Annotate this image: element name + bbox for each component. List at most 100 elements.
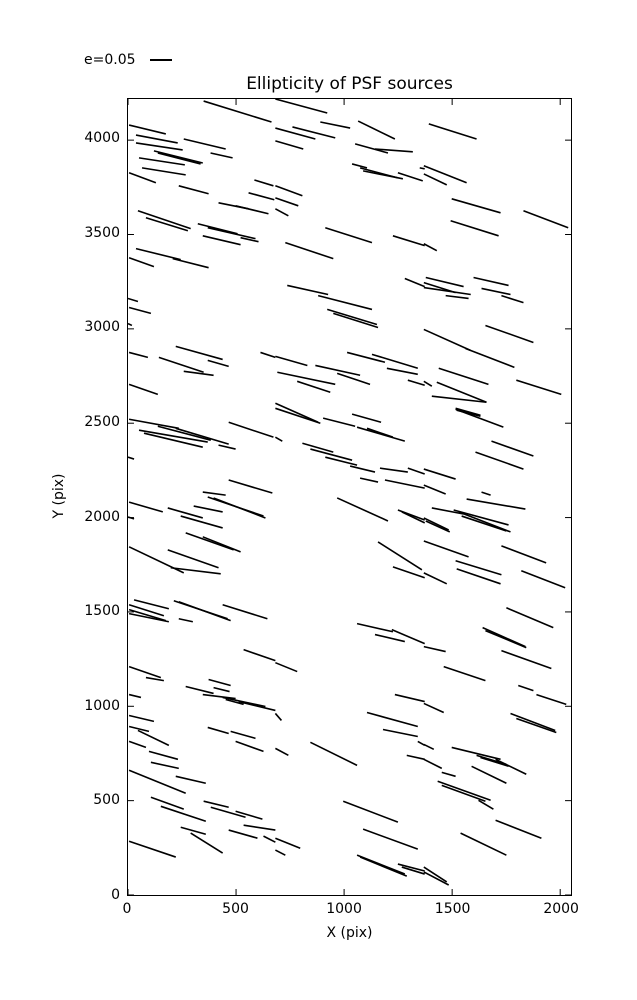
whisker-segment [144,433,203,447]
whisker-segment [383,729,418,736]
whisker-segment [461,833,507,855]
whisker-segment [236,741,264,751]
x-tick-label: 2000 [543,901,579,917]
whisker-segment [173,259,209,268]
whisker-segment [395,695,425,702]
whisker-segment [355,144,388,153]
whisker-segment [424,244,437,251]
whisker-segment [405,278,425,286]
whisker-segment [420,168,425,169]
whisker-segment [472,766,507,783]
x-tick-label: 1000 [326,901,362,917]
whisker-segment [347,352,385,362]
whisker-segment [501,296,523,303]
whisker-segment [523,211,568,228]
whisker-segment [387,368,418,374]
whisker-segment [229,422,274,437]
whisker-segment [142,168,186,175]
whisker-segment [480,757,508,766]
y-tick-label: 1500 [84,603,120,620]
whisker-segment [367,713,418,727]
whisker-segment [277,372,335,384]
whisker-segment [151,762,179,768]
whisker-segment [203,537,241,552]
whisker-segment [159,357,204,372]
whisker-segment [176,346,223,359]
whisker-segment [129,125,166,134]
whisker-segment [402,867,425,874]
whisker-segment [320,122,350,128]
whisker-segment [510,713,555,730]
whisker-segment [136,249,181,260]
whisker-segment [375,149,413,152]
whisker-segment [181,516,223,528]
whisker-segment [244,825,276,830]
whisker-segment [292,127,335,138]
whisker-segment [179,602,231,621]
whisker-segment [208,727,229,733]
whisker-segment [424,174,447,185]
whisker-segment [171,568,221,574]
whisker-segment [315,365,360,375]
whisker-segment [275,141,303,149]
whisker-segment [408,468,425,474]
whisker-segment [318,296,372,310]
whisker-segment [357,624,393,632]
whisker-segment [186,533,234,550]
whisker-segment [393,567,425,578]
whisker-segment [444,667,486,681]
whisker-segment [352,164,367,168]
whisker-segment [297,381,330,392]
whisker-segment [184,371,214,375]
whisker-segment [203,492,226,495]
whisker-segment [158,426,211,440]
whisker-segment [129,384,158,394]
whisker-segment [424,573,447,584]
whisker-segment [424,166,467,183]
whisker-segment [456,408,481,415]
whisker-segment [129,716,154,722]
whisker-segment [275,198,298,206]
whisker-segment [437,382,487,402]
whisker-segment [181,827,206,834]
whisker-segment [358,121,395,139]
whisker-segment [466,348,515,367]
y-tick-label: 0 [111,887,120,903]
whisker-segment [146,218,188,231]
whisker-segment [168,508,203,518]
whisker-segment [398,173,423,181]
whisker-segment [424,744,434,749]
whisker-segment [176,428,229,444]
whisker-segment [179,186,209,194]
whisker-segment [129,667,161,678]
whisker-segment [438,781,491,800]
whisker-segment [337,373,370,384]
whisker-segment [536,695,566,705]
line-sample-icon [149,59,172,61]
whisker-segment [501,651,551,669]
whisker-segment [467,499,526,509]
whisker-segment [149,751,178,759]
whisker-segment [219,445,236,449]
whisker-segment [129,741,146,747]
whisker-segment [128,324,132,326]
whisker-segment [229,830,258,838]
whisker-segment [161,806,206,821]
whisker-segment [203,236,241,245]
x-axis-label: X (pix) [326,925,373,941]
x-tick-label: 0 [122,901,132,917]
whisker-segment [375,635,405,642]
whisker-segment [343,801,398,822]
whisker-segment [138,211,191,229]
whisker-segment [442,785,486,801]
whisker-segment [226,699,244,704]
y-tick-label: 3500 [84,224,120,241]
whisker-segment [310,449,352,460]
whisker-segment [208,228,256,239]
whisker-segment [275,356,307,365]
whisker-segment [432,396,487,402]
whisker-segment [129,605,164,616]
whisker-segment [203,695,236,699]
whisker-segment [275,748,288,755]
whisker-segment [275,209,288,216]
